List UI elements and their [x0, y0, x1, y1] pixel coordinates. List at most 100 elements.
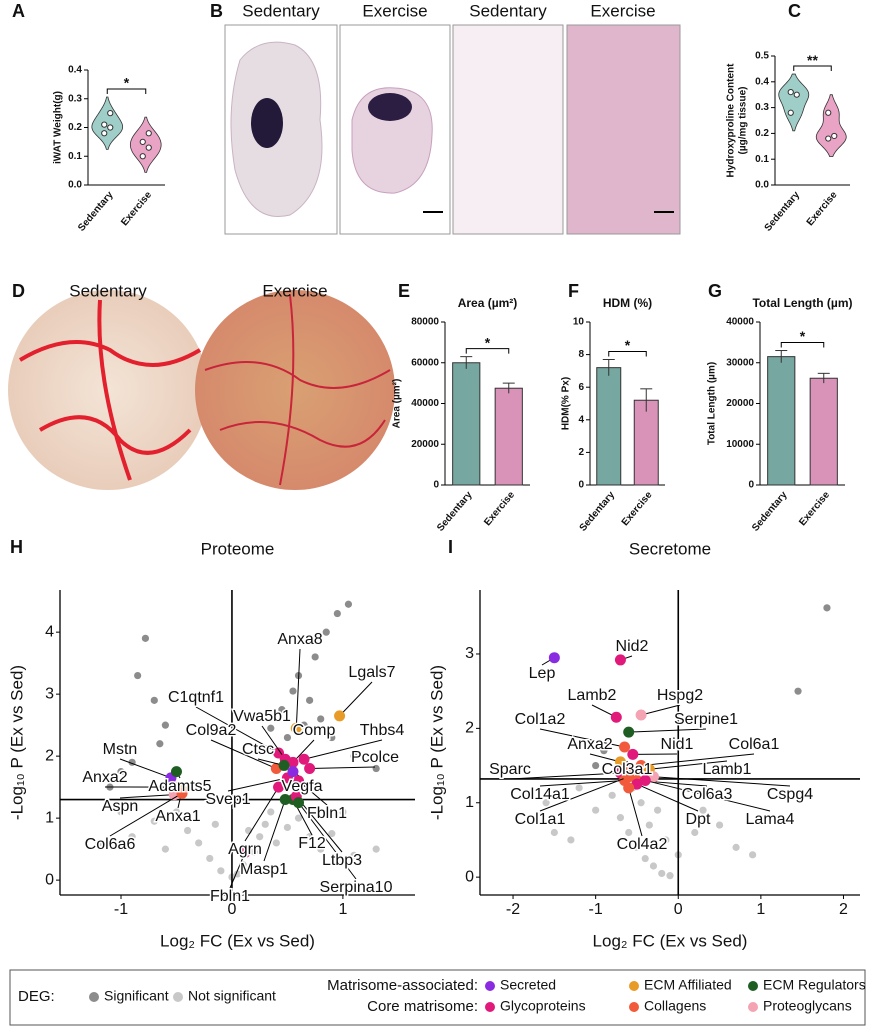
- legend-label: ECM Affiliated: [644, 977, 732, 993]
- data-point: [183, 826, 192, 835]
- data-point: [101, 130, 108, 137]
- data-point: [637, 799, 645, 807]
- y-tick-label: 60000: [411, 357, 439, 368]
- y-tick-label: 2: [465, 720, 474, 737]
- point-label: C1qtnf1: [168, 689, 224, 706]
- y-tick-label: 0.4: [755, 76, 769, 87]
- point-label: Vegfa: [282, 778, 323, 795]
- legend-title: DEG:: [18, 988, 55, 1005]
- x-tick-label: Exercise: [620, 489, 655, 528]
- significance-label: *: [625, 337, 631, 353]
- point-label: Vwa5b1: [233, 708, 291, 725]
- leader-line: [309, 766, 376, 770]
- data-point: [749, 851, 757, 859]
- highlight-point: [279, 794, 291, 806]
- legend-label: Collagens: [644, 998, 706, 1014]
- y-tick-label: 3: [45, 685, 54, 702]
- leader-line: [210, 739, 277, 769]
- leader-line: [628, 728, 707, 733]
- y-tick-label: 6: [578, 382, 584, 393]
- point-label: Lamb2: [568, 687, 617, 704]
- y-tick-label: 0.3: [68, 93, 82, 104]
- tissue-node: [368, 93, 412, 121]
- collagen-fibers: [204, 294, 391, 486]
- chart-title: HDM (%): [603, 296, 652, 310]
- leader-line: [298, 802, 357, 880]
- data-point: [715, 821, 724, 829]
- x-tick-label: -1: [114, 901, 128, 918]
- data-point: [272, 839, 280, 847]
- data-point: [139, 153, 146, 160]
- image-label: Sedentary: [69, 281, 147, 300]
- y-axis-label: (µg/mg tissue): [738, 87, 749, 155]
- data-point: [195, 783, 203, 791]
- leader-line: [641, 753, 755, 767]
- x-tick-label: 1: [338, 901, 347, 918]
- point-label: Ltbp3: [322, 852, 362, 869]
- data-point: [317, 715, 325, 723]
- collagen-fibers: [18, 299, 202, 481]
- data-point: [662, 836, 670, 844]
- data-point: [195, 839, 203, 847]
- point-label: Thbs4: [360, 722, 405, 739]
- x-tick-label: Sedentary: [750, 489, 790, 533]
- data-point: [117, 768, 125, 776]
- highlight-point: [619, 741, 631, 753]
- y-tick-label: 0.5: [755, 51, 769, 62]
- data-point: [217, 867, 225, 875]
- point-label: Lgals7: [348, 664, 395, 681]
- leader-line: [649, 760, 728, 770]
- leader-line: [640, 704, 681, 716]
- legend-swatch: [173, 992, 183, 1002]
- y-axis-label: iWAT Weight(g): [53, 91, 64, 164]
- legend-swatch: [485, 981, 495, 991]
- data-point: [141, 634, 150, 642]
- violin: [129, 116, 162, 173]
- point-label: Col6a3: [682, 786, 733, 803]
- highlight-point: [298, 753, 310, 765]
- leader-line: [244, 786, 279, 842]
- image-label: Exercise: [590, 1, 655, 20]
- leader-line: [539, 728, 625, 748]
- leader-line: [295, 648, 301, 729]
- leader-line: [509, 772, 621, 780]
- data-point: [645, 821, 653, 829]
- data-point: [787, 109, 794, 116]
- point-label: Cspg4: [767, 786, 813, 803]
- bar: [633, 399, 659, 486]
- leader-line: [298, 780, 328, 806]
- data-point: [328, 733, 336, 742]
- highlight-point: [614, 654, 626, 666]
- y-axis-label: Area (µm²): [392, 379, 403, 429]
- image-label: Exercise: [362, 1, 427, 20]
- y-axis-label: Hydroxyproline Content: [726, 63, 737, 178]
- x-tick-label: Exercise: [119, 189, 154, 228]
- data-point: [794, 687, 802, 695]
- bar: [596, 367, 622, 486]
- y-tick-label: 0.2: [755, 128, 769, 139]
- data-point: [641, 854, 649, 863]
- y-tick-label: 20000: [411, 439, 439, 450]
- data-point: [150, 696, 158, 704]
- leader-line: [645, 779, 771, 812]
- legend-label: Glycoproteins: [500, 998, 586, 1014]
- x-tick-label: 1: [756, 901, 765, 918]
- x-tick-label: Sedentary: [435, 489, 475, 533]
- panel-letter: D: [12, 281, 25, 301]
- data-point: [787, 89, 794, 96]
- leader-line: [263, 799, 286, 862]
- x-tick-label: Sedentary: [578, 489, 618, 533]
- point-label: Lamb1: [703, 761, 752, 778]
- y-axis-label: -Log₁₀ P (Ex vs Sed): [7, 665, 26, 820]
- leader-line: [119, 794, 175, 799]
- significance-bracket: [780, 342, 825, 348]
- highlight-point: [623, 782, 635, 794]
- highlight-point: [635, 709, 647, 721]
- significance-label: *: [485, 334, 491, 350]
- leader-line: [195, 706, 279, 754]
- leader-line: [339, 681, 373, 717]
- data-point: [161, 721, 169, 729]
- y-tick-label: 0.2: [68, 122, 82, 133]
- point-label: Anxa2: [82, 769, 127, 786]
